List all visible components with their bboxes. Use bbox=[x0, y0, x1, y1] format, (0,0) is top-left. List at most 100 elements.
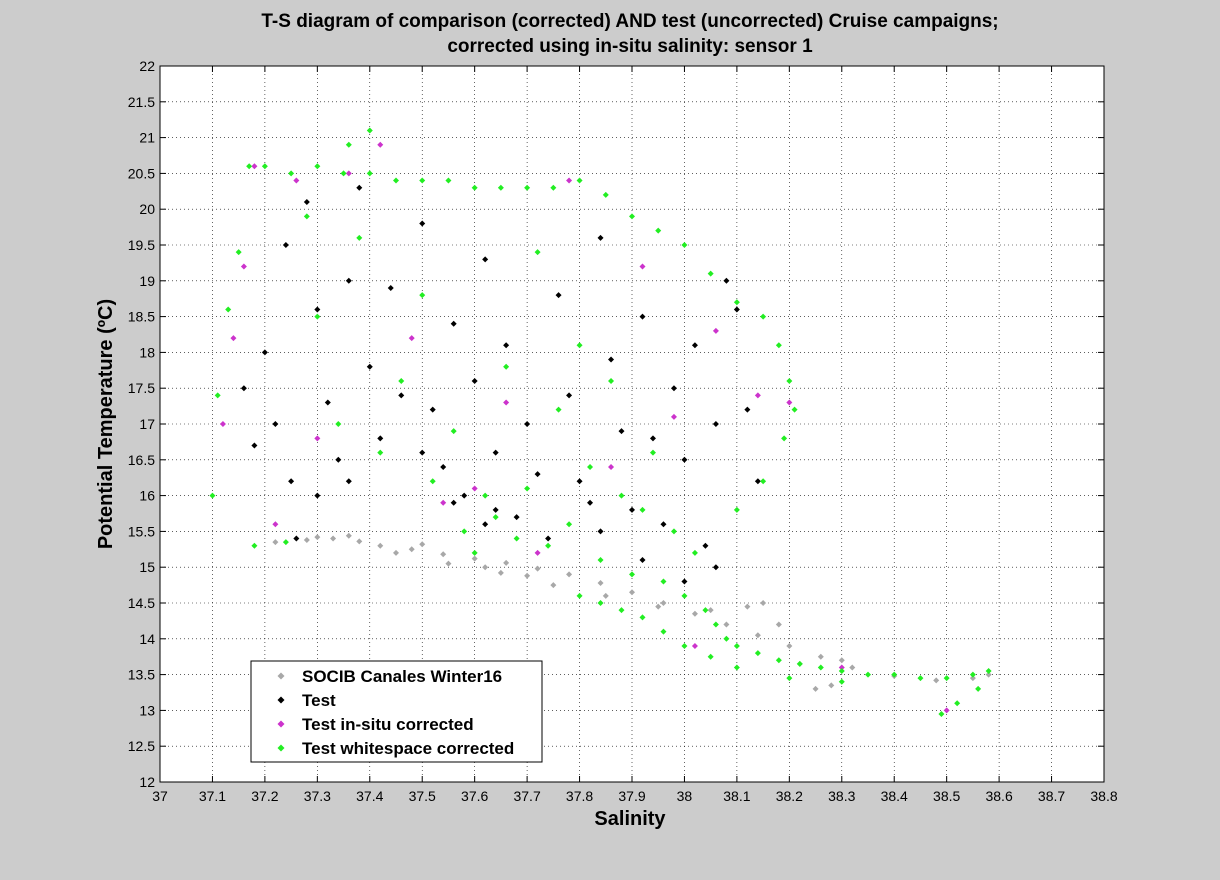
data-point bbox=[492, 449, 499, 456]
data-point bbox=[733, 664, 740, 671]
data-point bbox=[639, 313, 646, 320]
data-point bbox=[649, 435, 656, 442]
data-point bbox=[796, 660, 803, 667]
data-point bbox=[608, 356, 615, 363]
data-point bbox=[597, 600, 604, 606]
data-point bbox=[288, 170, 295, 177]
data-point bbox=[251, 442, 258, 449]
data-point bbox=[240, 385, 247, 392]
legend-box bbox=[250, 660, 543, 763]
x-tick-label: 37.6 bbox=[461, 788, 488, 804]
data-point bbox=[461, 492, 468, 499]
data-point bbox=[660, 628, 667, 635]
data-point bbox=[576, 478, 583, 485]
data-point bbox=[566, 177, 573, 184]
data-point bbox=[786, 675, 793, 682]
data-point bbox=[513, 535, 520, 542]
data-point bbox=[712, 621, 719, 628]
data-point bbox=[345, 277, 352, 284]
data-point bbox=[754, 392, 761, 399]
data-point bbox=[482, 256, 489, 263]
data-point bbox=[733, 506, 740, 513]
y-tick-label: 12.5 bbox=[128, 738, 155, 754]
data-point bbox=[817, 664, 824, 671]
data-point bbox=[345, 170, 352, 177]
data-point bbox=[681, 642, 688, 649]
data-point bbox=[670, 528, 677, 535]
data-point bbox=[608, 378, 615, 385]
data-point bbox=[303, 536, 310, 543]
data-point bbox=[618, 607, 625, 614]
data-point bbox=[429, 478, 436, 485]
data-point bbox=[712, 564, 719, 571]
data-point bbox=[943, 675, 950, 682]
y-tick-label: 15.5 bbox=[128, 523, 155, 539]
data-point bbox=[891, 671, 898, 678]
data-point bbox=[838, 678, 845, 685]
series-3-points bbox=[209, 127, 992, 717]
data-point bbox=[587, 499, 594, 506]
data-point bbox=[324, 399, 331, 406]
data-point bbox=[393, 177, 399, 184]
data-point bbox=[744, 603, 751, 610]
x-tick-label: 37.8 bbox=[566, 788, 593, 804]
data-point bbox=[356, 184, 363, 191]
data-point bbox=[377, 141, 384, 148]
data-point bbox=[293, 535, 300, 542]
y-tick-label: 12 bbox=[139, 774, 155, 790]
data-point bbox=[492, 514, 499, 521]
data-point bbox=[534, 249, 541, 256]
data-point bbox=[497, 569, 504, 576]
data-point bbox=[812, 685, 819, 692]
data-point bbox=[629, 213, 635, 220]
x-tick-label: 38 bbox=[677, 788, 693, 804]
data-point bbox=[817, 653, 824, 660]
data-point bbox=[943, 707, 950, 714]
y-tick-label: 22 bbox=[139, 58, 155, 74]
data-point bbox=[733, 306, 740, 313]
data-point bbox=[576, 342, 583, 349]
series-1-points bbox=[240, 184, 761, 585]
data-point bbox=[760, 313, 767, 320]
data-point bbox=[340, 170, 347, 177]
data-point bbox=[702, 542, 709, 549]
series-2-points bbox=[219, 141, 950, 714]
y-tick-label: 18 bbox=[139, 344, 155, 360]
data-point bbox=[985, 671, 992, 678]
y-tick-label: 21.5 bbox=[128, 94, 155, 110]
data-point bbox=[440, 551, 447, 558]
data-point bbox=[377, 449, 384, 456]
y-tick-label: 14.5 bbox=[128, 595, 155, 611]
data-point bbox=[330, 535, 337, 542]
y-tick-label: 16 bbox=[139, 488, 155, 504]
data-point bbox=[702, 607, 709, 614]
data-point bbox=[461, 528, 468, 535]
data-point bbox=[576, 177, 583, 184]
data-point bbox=[781, 435, 788, 442]
data-point bbox=[791, 406, 798, 413]
y-tick-label: 16.5 bbox=[128, 452, 155, 468]
legend-label-test-whitespace: Test whitespace corrected bbox=[302, 739, 514, 758]
y-tick-label: 20 bbox=[139, 201, 155, 217]
data-point bbox=[629, 506, 635, 513]
data-points bbox=[209, 127, 992, 717]
legend-label-socib: SOCIB Canales Winter16 bbox=[302, 667, 502, 686]
data-point bbox=[555, 292, 562, 299]
x-tick-label: 38.7 bbox=[1038, 788, 1065, 804]
data-point bbox=[655, 603, 662, 610]
x-tick-label: 38.5 bbox=[933, 788, 960, 804]
data-point bbox=[235, 249, 242, 256]
data-point bbox=[576, 592, 583, 599]
legend-marker-0 bbox=[277, 672, 285, 680]
data-point bbox=[597, 579, 604, 586]
data-point bbox=[681, 242, 688, 248]
data-point bbox=[597, 557, 604, 564]
y-tick-label: 15 bbox=[139, 559, 155, 575]
data-point bbox=[251, 163, 258, 170]
data-point bbox=[303, 213, 310, 220]
data-point bbox=[534, 565, 541, 572]
data-point bbox=[272, 521, 279, 528]
data-point bbox=[345, 141, 352, 148]
data-point bbox=[670, 385, 677, 392]
